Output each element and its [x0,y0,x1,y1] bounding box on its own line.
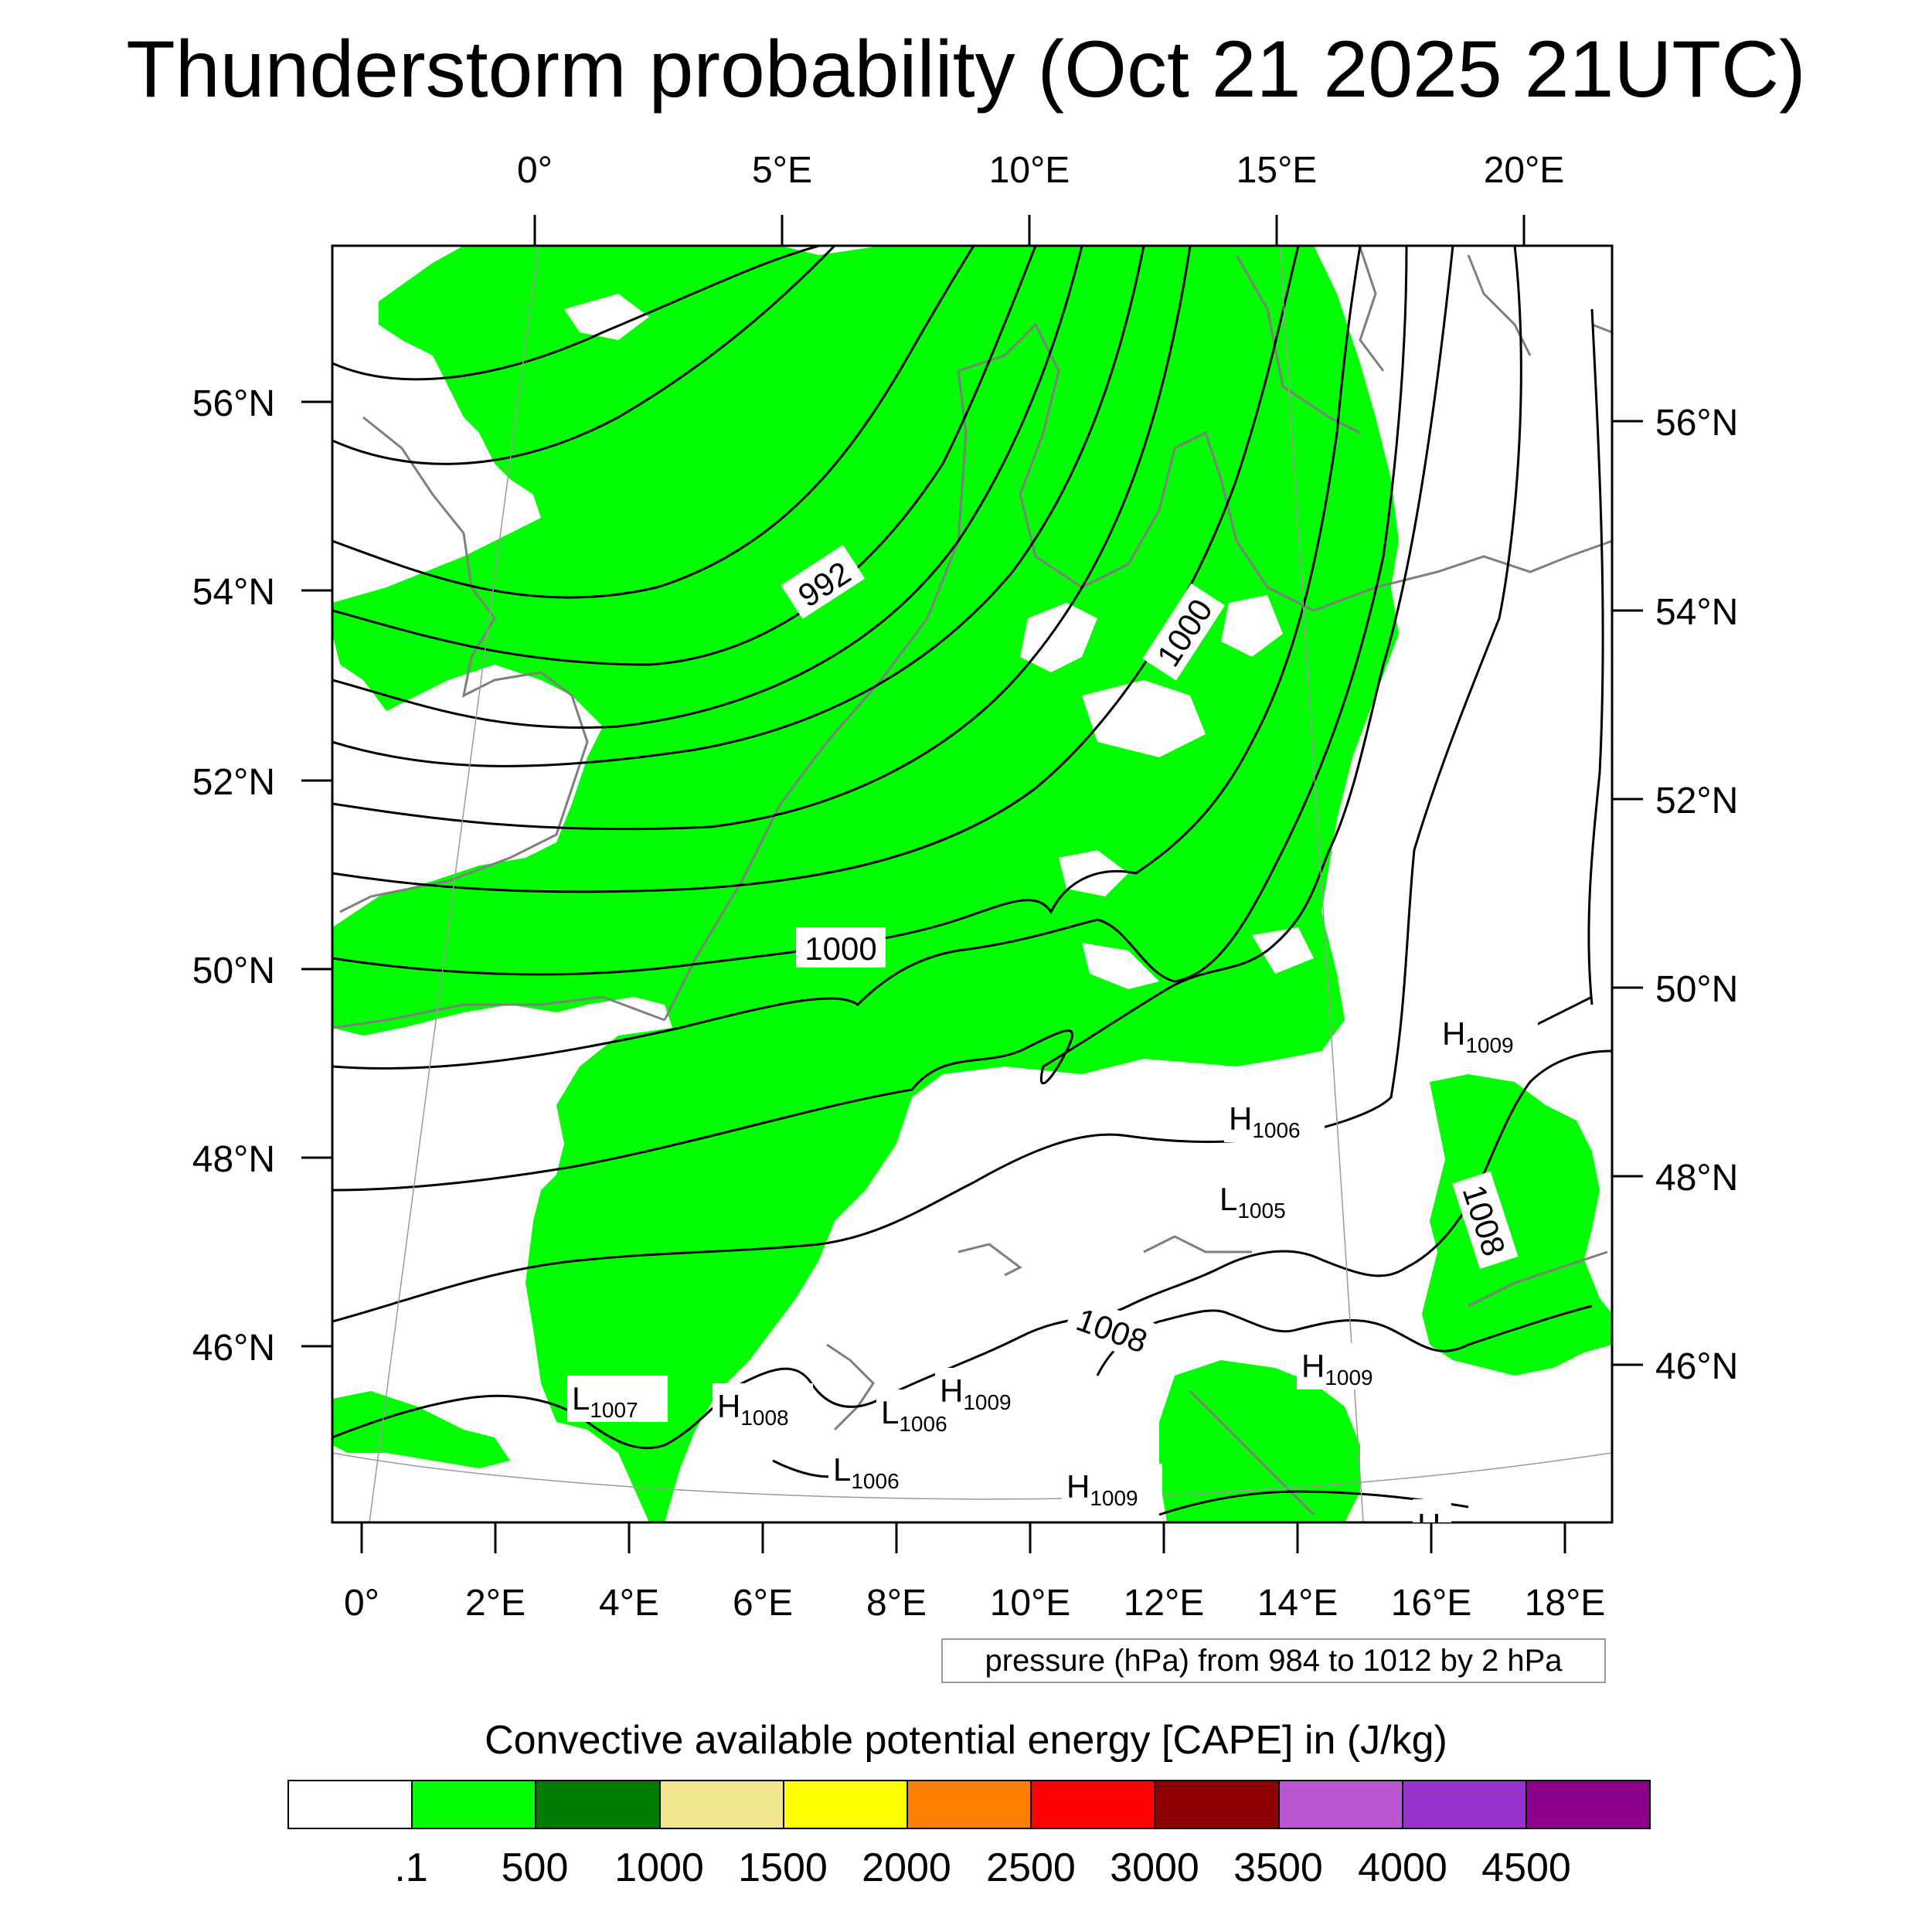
colorbar-title: Convective available potential energy [C… [485,1718,1447,1763]
top-lon-label: 15°E [1236,150,1318,191]
colorbar-box [1279,1781,1403,1828]
bottom-lon-label: 4°E [599,1583,659,1624]
svg-text:L1007: L1007 [572,1380,638,1422]
left-lat-label: 54°N [192,572,275,613]
colorbar-box [660,1781,784,1828]
isobars [332,246,1612,1516]
left-lat-label: 50°N [192,951,275,992]
bottom-lon-label: 8°E [866,1583,927,1624]
map-frame [331,244,1614,1524]
svg-text:1000: 1000 [804,930,876,967]
coastlines [332,247,1612,1516]
colorbar-label: 2500 [986,1845,1076,1890]
colorbar-label: 1000 [614,1845,704,1890]
colorbar-box [536,1781,661,1828]
svg-text:H1009: H1009 [1301,1348,1373,1389]
colorbar-label: 3000 [1110,1845,1199,1890]
colorbar-box [413,1781,537,1828]
bottom-lon-label: 18°E [1525,1583,1606,1624]
top-lon-label: 5°E [752,150,812,191]
svg-text:L1005: L1005 [1219,1181,1286,1223]
svg-text:L1006: L1006 [833,1451,900,1493]
pressure-legend-note: pressure (hPa) from 984 to 1012 by 2 hPa [941,1638,1606,1683]
colorbar-label: 4500 [1481,1845,1571,1890]
svg-text:H1006: H1006 [1229,1100,1301,1142]
colorbar [287,1780,1651,1829]
pressure-center: H1009 [1297,1343,1397,1389]
left-lat-label: 56°N [192,383,275,424]
pressure-center: L1006 [828,1447,929,1493]
colorbar-label: 2000 [862,1845,951,1890]
bottom-lon-label: 6°E [733,1583,793,1624]
bottom-lon-label: 14°E [1257,1583,1338,1624]
pressure-center: H1009 [1062,1464,1162,1510]
colorbar-label: .1 [394,1845,428,1890]
pressure-center: H1009 [935,1368,1036,1414]
cape-region-southwest [332,1391,510,1468]
right-lat-label: 52°N [1655,781,1738,821]
svg-text:H1009: H1009 [940,1372,1012,1414]
pressure-center: H1008 [713,1383,813,1430]
pressure-center: L1007 [567,1376,668,1422]
svg-text:H1008: H1008 [717,1388,789,1430]
colorbar-label: 500 [501,1845,569,1890]
contour-label-1000: 1000 [796,927,886,968]
axis-ticks [301,215,1643,1553]
svg-text:L1006: L1006 [881,1394,947,1436]
colorbar-box [1403,1781,1527,1828]
bottom-lon-label: 12°E [1124,1583,1205,1624]
svg-text:H: H [1417,1507,1440,1543]
bottom-lon-label: 16°E [1391,1583,1472,1624]
pressure-center: L1005 [1215,1176,1315,1223]
bottom-lon-label: 2°E [465,1583,526,1624]
cape-region-adriatic [1159,1360,1360,1522]
right-lat-label: 50°N [1655,969,1738,1010]
right-lat-label: 56°N [1655,403,1738,444]
colorbar-label: 1500 [738,1845,828,1890]
pressure-center: H1009 [1437,1011,1538,1057]
colorbar-labels: .1 500 1000 1500 2000 2500 3000 3500 400… [0,1843,1932,1897]
colorbar-box [1155,1781,1280,1828]
bottom-lon-label: 0° [344,1583,379,1624]
left-lat-label: 48°N [192,1139,275,1180]
top-lon-label: 20°E [1484,150,1565,191]
right-lat-label: 48°N [1655,1158,1738,1199]
right-lat-label: 46°N [1655,1346,1738,1387]
bottom-lon-label: 10°E [990,1583,1071,1624]
cape-region-east [1422,1074,1612,1376]
pressure-center: H [1413,1499,1451,1543]
cape-region-main [332,246,1399,1522]
colorbar-label: 4000 [1358,1845,1447,1890]
left-lat-label: 52°N [192,762,275,803]
pressure-center: H1006 [1224,1096,1325,1142]
colorbar-label: 3500 [1233,1845,1323,1890]
colorbar-box [1526,1781,1650,1828]
right-lat-label: 54°N [1655,592,1738,633]
colorbar-box [907,1781,1032,1828]
top-lon-label: 0° [517,150,553,191]
svg-text:H1009: H1009 [1442,1015,1514,1057]
top-lon-label: 10°E [989,150,1070,191]
colorbar-box [784,1781,908,1828]
left-lat-label: 46°N [192,1328,275,1369]
map-title: Thunderstorm probability (Oct 21 2025 21… [126,25,1806,114]
colorbar-box [1032,1781,1156,1828]
svg-text:H1009: H1009 [1066,1468,1138,1510]
colorbar-box [289,1781,413,1828]
